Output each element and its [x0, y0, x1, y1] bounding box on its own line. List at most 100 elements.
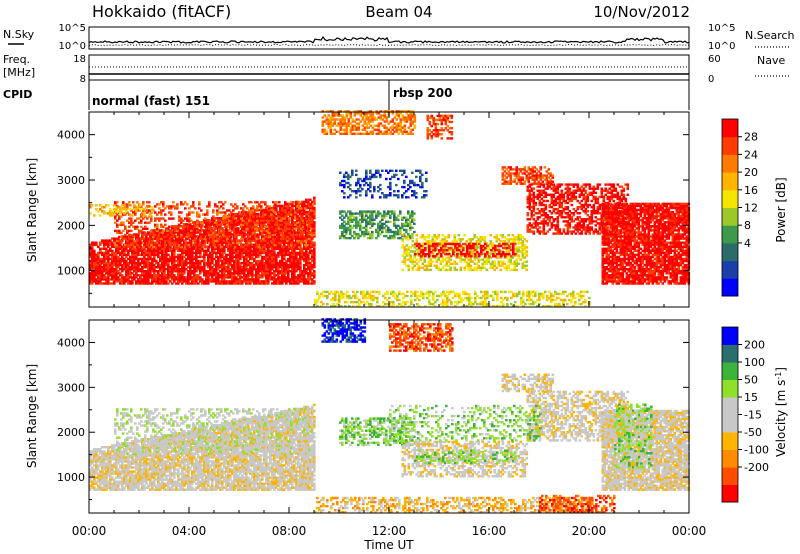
power-cell: [284, 209, 287, 212]
power-cell: [500, 253, 503, 256]
power-cell: [293, 270, 296, 273]
power-cell: [393, 230, 396, 234]
power-cell: [347, 222, 350, 226]
power-cell: [207, 247, 210, 250]
power-cell: [256, 217, 259, 220]
power-cell: [252, 217, 255, 220]
power-cell: [203, 282, 206, 285]
power-cell: [307, 212, 310, 216]
power-cell: [307, 251, 310, 255]
power-cell: [243, 263, 246, 267]
power-cell: [227, 266, 230, 269]
power-cell: [231, 272, 234, 275]
power-cell: [309, 274, 312, 277]
power-cell: [149, 255, 152, 259]
power-cell: [97, 245, 100, 248]
power-cell: [478, 253, 481, 256]
power-cell: [302, 227, 305, 230]
power-cell: [111, 282, 114, 285]
power-cell: [481, 236, 485, 239]
power-cell: [239, 221, 242, 224]
power-cell: [167, 263, 170, 267]
power-cell: [184, 201, 187, 204]
power-cell: [297, 202, 300, 206]
power-cell: [141, 249, 144, 252]
power-cell: [307, 198, 310, 201]
power-cell: [452, 249, 455, 252]
power-cell: [309, 247, 312, 250]
power-cell: [103, 255, 106, 259]
power-cell: [432, 244, 435, 248]
power-cell: [222, 203, 225, 206]
power-cell: [107, 278, 110, 281]
power-cell: [293, 204, 296, 208]
power-cell: [181, 253, 184, 257]
power-cell: [157, 255, 160, 259]
power-cell: [169, 270, 172, 273]
power-cell: [211, 274, 214, 277]
power-cell: [242, 223, 245, 226]
power-cell: [494, 249, 497, 252]
power-cell: [180, 235, 183, 239]
power-cell: [311, 259, 314, 263]
power-cell: [239, 276, 242, 279]
power-cell: [292, 227, 295, 230]
power-cell: [185, 231, 188, 234]
power-cell: [201, 233, 204, 236]
power-cell: [249, 233, 252, 236]
power-cell: [233, 268, 236, 271]
power-cell: [125, 249, 128, 252]
power-cell: [228, 209, 231, 212]
power-cell: [176, 225, 179, 228]
power-cell: [222, 215, 225, 218]
power-cell: [515, 246, 519, 249]
power-cell: [283, 204, 286, 208]
power-cell: [385, 224, 388, 228]
power-cell: [185, 223, 188, 226]
power-cell: [303, 280, 306, 283]
power-cell: [253, 247, 256, 250]
power-cell: [213, 257, 216, 261]
power-cell: [163, 253, 166, 257]
power-cell: [267, 253, 270, 257]
power-cell: [463, 266, 467, 269]
power-cell: [307, 268, 310, 271]
power-cell: [295, 259, 298, 263]
power-cell: [463, 246, 467, 249]
power-cell: [303, 223, 306, 226]
power-cell: [365, 226, 368, 230]
power-cell: [261, 233, 264, 236]
power-cell: [129, 259, 132, 263]
power-cell: [252, 231, 255, 235]
power-cell: [428, 246, 431, 250]
power-cell: [107, 243, 110, 246]
power-cell: [507, 254, 511, 257]
power-cell: [161, 278, 164, 281]
power-cell: [250, 211, 253, 214]
power-cell: [159, 263, 162, 267]
power-cell: [425, 246, 429, 249]
power-cell: [296, 244, 299, 247]
power-cell: [277, 251, 280, 255]
power-cell: [237, 263, 240, 267]
power-cell: [272, 209, 275, 212]
power-cell: [275, 278, 278, 281]
power-cell: [225, 282, 228, 285]
power-cell: [461, 258, 465, 261]
power-cell: [103, 270, 106, 273]
power-cell: [357, 232, 360, 236]
power-cell: [199, 278, 202, 281]
power-cell: [521, 254, 525, 257]
power-cell: [97, 270, 100, 273]
power-cell: [411, 210, 414, 213]
power-cell: [339, 210, 342, 213]
power-cell: [185, 257, 188, 261]
power-cell: [167, 274, 170, 277]
power-cell: [137, 280, 140, 283]
power-cell: [139, 268, 142, 271]
power-cell: [213, 225, 216, 228]
power-cell: [302, 231, 305, 235]
power-cell: [244, 221, 247, 224]
power-cell: [299, 223, 302, 226]
power-cell: [99, 266, 102, 269]
